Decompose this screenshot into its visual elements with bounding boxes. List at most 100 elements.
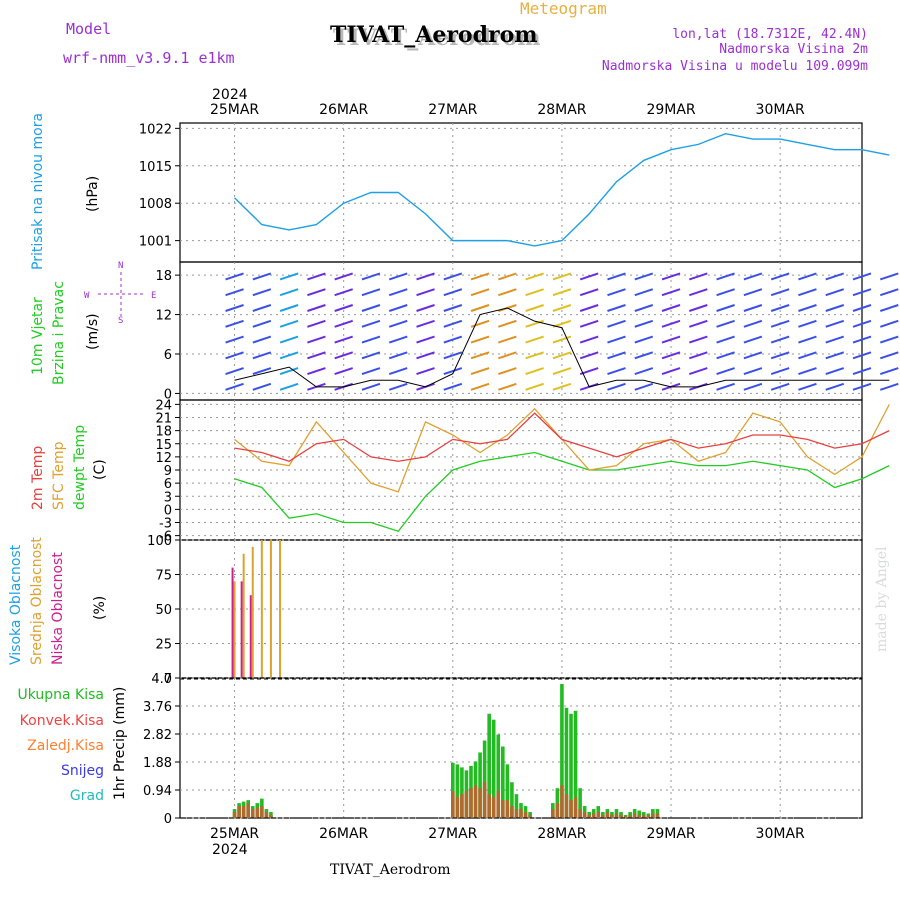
wind-barb [579,304,599,312]
wind-barb [879,367,899,376]
precip-total-bar [510,782,514,818]
wind-barb [361,288,381,297]
precip-frame [179,677,863,819]
precip-conv-bar [478,788,482,818]
wind-barb [770,335,790,344]
precip-conv-bar [555,803,560,818]
wind-barb [689,351,708,360]
wind-barb [852,335,872,344]
precip-conv-bar [578,809,582,818]
top-day-29MAR: 29MAR [646,102,695,118]
precip-conv-bar [560,785,564,818]
wind-barb [225,319,244,328]
compass-s: S [118,316,123,326]
precip-total-bar [610,812,614,818]
precip-total-bar [564,707,569,818]
wind-barb [743,319,763,328]
lonlat-text: lon,lat (18.7312E, 42.4N) [672,27,868,42]
p-ticklabel-1: 1008 [139,197,172,212]
wind-barb [689,288,708,297]
precip-conv-bar [637,815,642,818]
wind-barb [634,272,654,281]
c-ticklabel-4: 100 [147,534,172,549]
wind-barb [416,351,435,360]
temp-2m-line [234,412,890,462]
wind-barb [361,335,381,344]
precip-conv-bar [569,800,573,818]
wind-barb [334,335,353,344]
precip-conv-bar [469,788,473,818]
precip-total-bar [560,683,564,818]
altitude-text: Nadmorska Visina 2m [719,42,868,57]
wind-barb [252,382,272,391]
wind-barb [416,319,435,328]
wind-barb [443,304,463,312]
wind-barb [634,382,654,391]
wind-barb [770,319,790,328]
wind-barb [443,335,463,344]
wind-barb [388,335,408,344]
wind-barb [661,272,681,281]
cloud-side-label-1: Visoka Oblacnost [8,544,24,665]
precip-legend-5: Grad [70,788,104,804]
wind-barb [852,319,872,328]
wind-barb [661,319,681,328]
wind-barb [716,335,735,344]
t-ticklabel-3: 3 [164,490,172,505]
wind-barb [416,367,435,376]
precip-conv-bar [655,813,660,818]
bottom-day-labels: 25MAR 26MAR 27MAR 28MAR 29MAR 30MAR [210,826,805,842]
bottom-day-28MAR: 28MAR [537,826,586,842]
top-day-26MAR: 26MAR [319,102,368,118]
precip-conv-bar [460,794,464,818]
wind-barb [334,304,353,312]
wind-barb [579,319,599,328]
wind-barb [798,335,817,344]
wind-barb [879,288,899,297]
t-ticklabel-8: 18 [155,425,172,440]
wind-barb [279,382,299,391]
wind-barb [307,367,326,376]
precip-total-bar [496,734,501,818]
wind-barb [252,288,272,297]
wind-barb [279,335,299,344]
wind-barb [388,272,408,281]
wind-barb [307,335,326,344]
wind-barb [634,367,654,376]
precip-total-bar [491,719,496,818]
precip-conv-bar [241,806,246,818]
wind-barb [552,304,572,312]
precip-conv-bar [628,815,632,818]
wind-barb [798,351,817,360]
wind-barb [552,288,572,297]
top-year-label: 2024 [212,87,248,103]
precip-conv-bar [491,797,496,818]
precip-total-bar [619,812,623,818]
cloud-unit: (%) [92,596,108,620]
wind-barb [716,272,735,281]
wind-barb [579,272,599,281]
top-day-27MAR: 27MAR [428,102,477,118]
model-name: wrf-nmm_v3.9.1 e1km [63,49,235,67]
wind-barb [607,288,626,297]
wind-barb [716,319,735,328]
wind-barb [825,288,845,297]
wind-barb [525,367,544,376]
station-title: TIVAT_Aerodrom [330,22,538,48]
precip-conv-bar [237,806,241,818]
pressure-side-label: Pritisak na nivou mora [30,113,46,270]
wind-barb [798,304,817,312]
precip-total-bar [601,812,605,818]
precip-conv-bar [610,815,614,818]
wind-barb [607,304,626,312]
precip-conv-bar [250,809,255,818]
bottom-day-25MAR: 25MAR [210,826,259,842]
t-ticklabel-6: 12 [155,451,172,466]
wind-barb [225,335,244,344]
precip-conv-bar [601,815,605,818]
precip-total-bar [578,788,582,818]
wind-barb [307,272,326,281]
wind-barb [279,367,299,376]
